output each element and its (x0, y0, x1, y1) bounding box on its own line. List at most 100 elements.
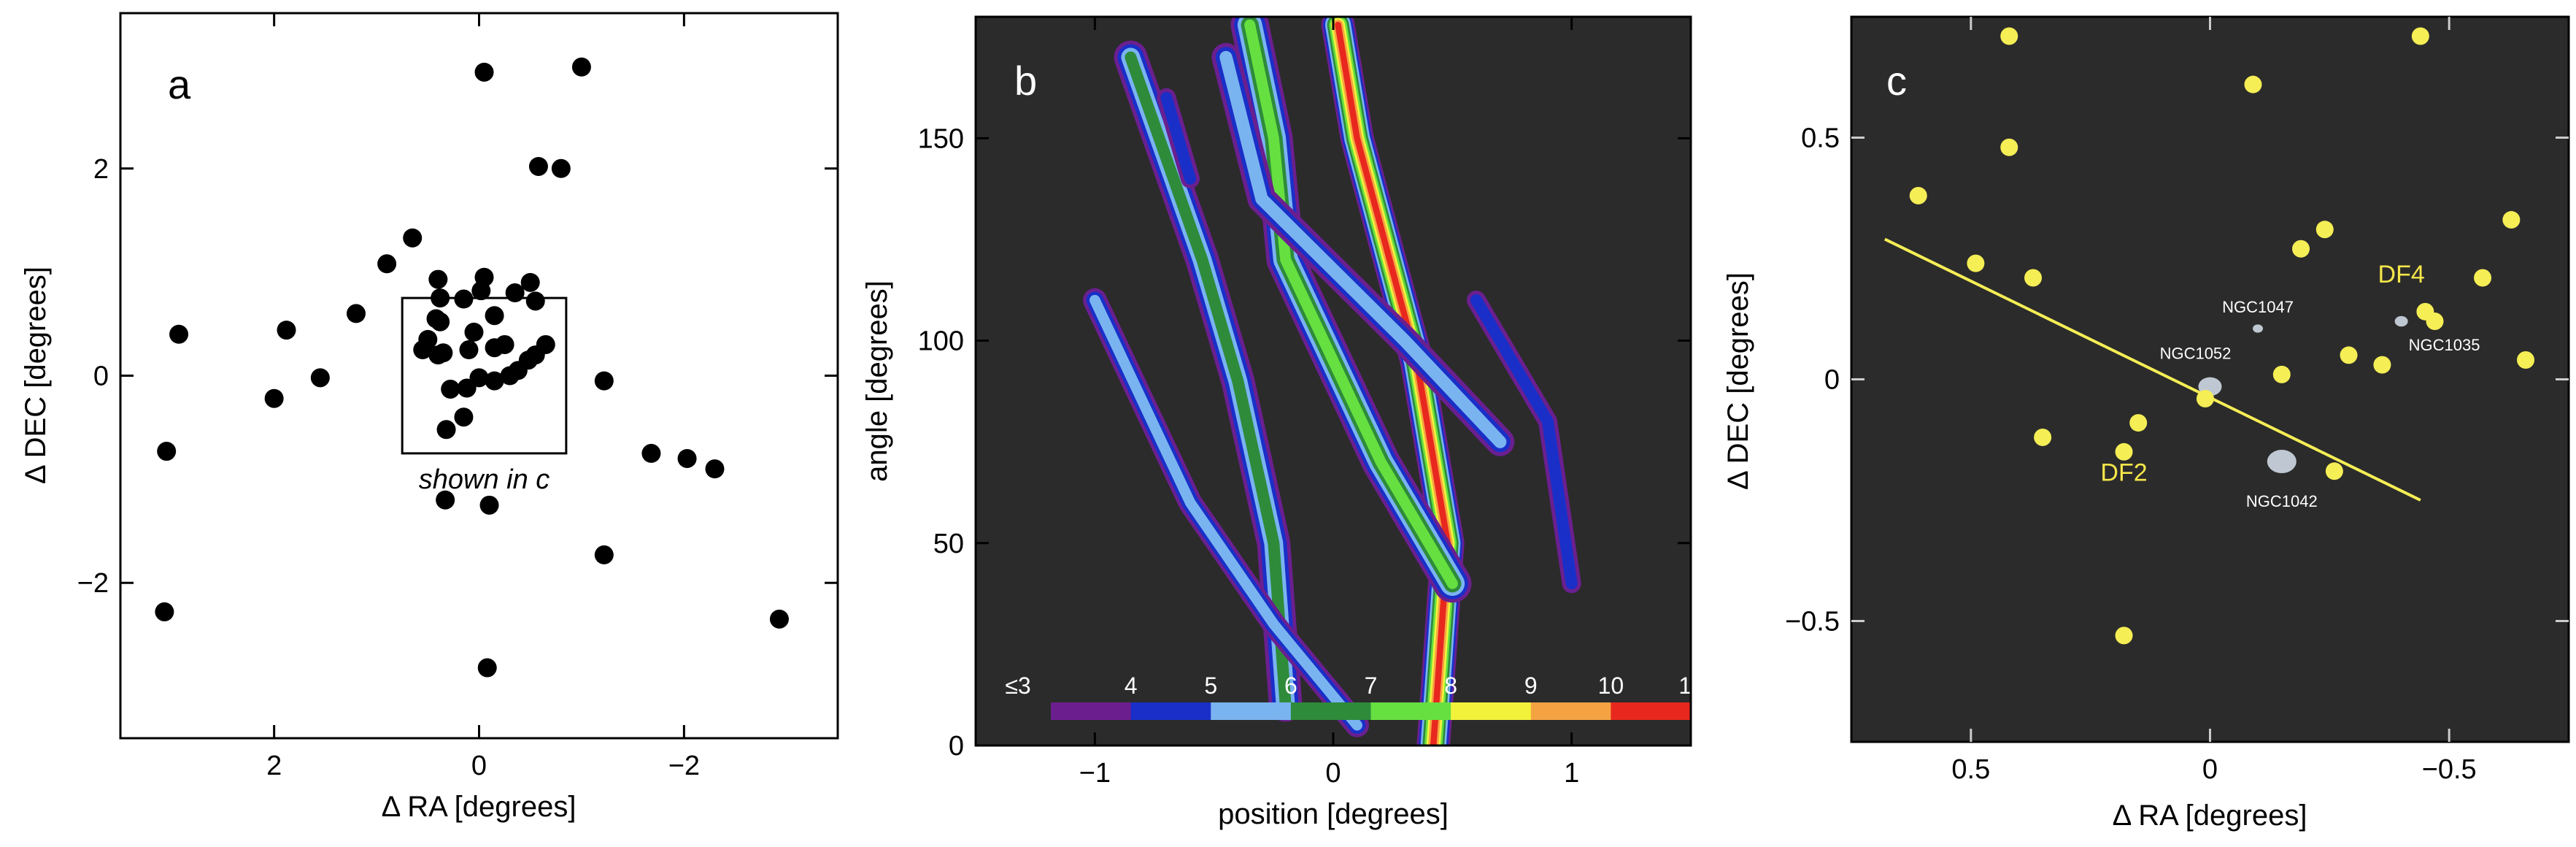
colorbar-segment (1051, 702, 1132, 720)
panel-a-point (431, 288, 450, 308)
panel-c-points (1909, 27, 2535, 645)
panel-a-point (436, 420, 456, 440)
galaxy-label: DF2 (2100, 459, 2147, 487)
x-tick-label: 0.5 (1951, 754, 1990, 785)
colorbar-segment (1530, 702, 1611, 720)
panel-a-point (433, 343, 453, 363)
x-tick-label: 0 (471, 751, 487, 781)
colorbar-label: 7 (1365, 672, 1378, 699)
panel-c-galaxies: NGC1047 NGC1052 NGC1035 NGC1042 (2160, 298, 2480, 510)
panel-c-point (1909, 186, 1927, 204)
panel-c-point (2325, 462, 2343, 480)
panel-a-point (474, 62, 494, 82)
galaxy-name: NGC1035 (2409, 336, 2480, 354)
heatmap-ridge (1160, 91, 1197, 185)
colorbar-segment (1290, 702, 1371, 720)
panel-a-point (454, 289, 474, 309)
panel-a-point (436, 490, 455, 510)
panel-a-ylabel: Δ DEC [degrees] (20, 267, 52, 484)
y-tick-label: 50 (933, 529, 964, 559)
galaxy-label: DF4 (2378, 261, 2425, 288)
panel-a-point (528, 156, 548, 176)
x-tick-label: −1 (1079, 758, 1111, 789)
panel-a-xlabel: Δ RA [degrees] (382, 791, 576, 823)
panel-a-point (477, 658, 497, 678)
panel-c-galaxy-labels: DF4 DF2 (2100, 261, 2424, 486)
panel-c-point (2115, 626, 2133, 645)
heatmap-ridge (1219, 50, 1507, 448)
panel-c-point (2474, 269, 2492, 287)
galaxy-image (2253, 324, 2264, 333)
panel-b-ylabel: angle [degrees] (861, 280, 893, 482)
colorbar-label: 9 (1524, 672, 1538, 699)
panel-c-point (2115, 442, 2133, 461)
panel-c-point (2340, 346, 2358, 364)
panel-a-point (485, 306, 504, 326)
panel-c-point (2315, 221, 2334, 239)
panel-a-point (677, 448, 697, 468)
panel-c-point (1967, 254, 1985, 272)
colorbar-label: 4 (1125, 672, 1138, 699)
panel-a-point (551, 158, 571, 178)
y-tick-label: 2 (93, 154, 109, 185)
panel-a-points (155, 57, 789, 678)
shown-in-c-annotation: shown in c (419, 464, 550, 495)
colorbar-segment (1370, 702, 1451, 720)
panel-c-point (2000, 138, 2018, 156)
colorbar-segment (1451, 702, 1532, 720)
panel-a-point (525, 291, 545, 311)
panel-c-fit-line (1883, 237, 2421, 502)
panel-c-point (2000, 27, 2018, 45)
y-tick-label: 0 (1824, 365, 1840, 396)
y-tick-label: 0 (949, 731, 964, 762)
colorbar-label: 6 (1284, 672, 1297, 699)
colorbar-label: 5 (1204, 672, 1217, 699)
panel-c-ticks: 0.5 0 −0.5 −0.5 0 0.5 (1785, 17, 2569, 785)
x-tick-label: 0 (2202, 754, 2218, 785)
panel-c-point (2373, 356, 2391, 374)
panel-b-label: b (1014, 58, 1037, 104)
x-tick-label: 1 (1564, 758, 1579, 789)
panel-b-heatmap (1083, 17, 1581, 746)
panel-a-point (428, 269, 448, 289)
galaxy-name: NGC1052 (2160, 344, 2232, 362)
panel-a-point (571, 57, 591, 77)
panel-a-point (594, 545, 614, 564)
panel-a-point (377, 254, 397, 274)
panel-a-point (505, 283, 525, 303)
panel-a-point (520, 272, 540, 292)
panel-c-point (2244, 75, 2262, 93)
panel-c-point (2129, 414, 2148, 432)
galaxy-name: NGC1047 (2222, 298, 2294, 316)
colorbar-label: ≤3 (1005, 672, 1030, 699)
panel-a-point (471, 281, 491, 301)
panel-a-point (485, 338, 504, 358)
panel-b-xlabel: position [degrees] (1218, 798, 1449, 830)
colorbar-segment (1130, 702, 1211, 720)
panel-a-point (457, 378, 477, 398)
panel-c-point (2024, 269, 2043, 287)
panel-b-colorbar: ≤3 4 5 6 7 8 9 10 11 (1005, 672, 1703, 720)
panel-c-ylabel: Δ DEC [degrees] (1722, 272, 1754, 490)
panel-a-point (403, 228, 423, 248)
heatmap-ridge (1125, 51, 1292, 711)
panel-c-point (2426, 313, 2444, 331)
heatmap-ridge (1244, 19, 1458, 589)
panel-a-point (169, 324, 189, 344)
panel-a-point (346, 304, 366, 323)
panel-c-point (2034, 428, 2052, 446)
x-tick-label: −0.5 (2422, 754, 2477, 785)
x-tick-label: −2 (668, 751, 700, 781)
panel-a-point (264, 388, 284, 408)
panel-c-point (2272, 365, 2291, 383)
y-tick-label: −2 (77, 568, 109, 599)
panel-a-point (641, 443, 661, 463)
y-tick-label: 100 (918, 326, 964, 357)
panel-a-point (464, 322, 484, 342)
panel-a-point (310, 368, 330, 388)
galaxy-name: NGC1042 (2246, 492, 2318, 510)
panel-c-point (2517, 351, 2535, 369)
